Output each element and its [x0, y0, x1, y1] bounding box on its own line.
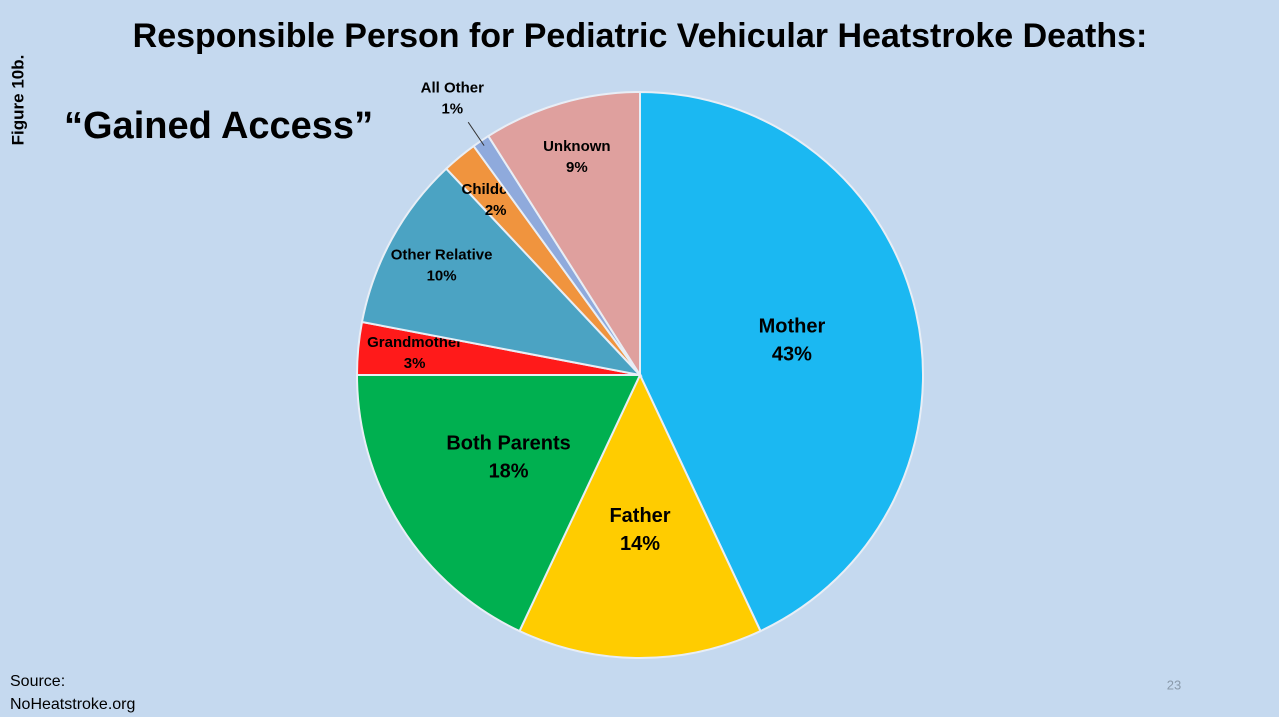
source-text: NoHeatstroke.org — [10, 696, 135, 713]
pie-slice — [639, 90, 924, 633]
pie-slice — [355, 374, 642, 633]
slice-category-label: Father — [609, 505, 670, 527]
chart-title: Responsible Person for Pediatric Vehicul… — [133, 17, 1148, 55]
figure-label: Figure 10b. — [8, 55, 27, 146]
slice-category-label: Grandmother — [367, 334, 462, 351]
chart-subtitle: “Gained Access” — [64, 105, 373, 147]
pie-slice — [486, 90, 641, 379]
slice-category-label: Both Parents — [446, 433, 570, 455]
leader-line — [467, 121, 485, 146]
slice-value-label: 10% — [427, 267, 457, 284]
slice-value-label: 43% — [772, 343, 812, 365]
source-label: Source: — [10, 673, 65, 690]
page-number: 23 — [1167, 677, 1181, 692]
slice-value-label: 2% — [485, 202, 507, 219]
slice-category-label: Unknown — [543, 138, 611, 155]
slice-value-label: 3% — [404, 355, 426, 372]
slice-category-label: All Other — [421, 79, 485, 96]
slice-value-label: 14% — [620, 533, 660, 555]
slice-category-label: Mother — [759, 315, 826, 337]
slice-category-label: Other Relative — [391, 246, 493, 263]
slice-value-label: 9% — [566, 159, 588, 176]
pie: Mother 43% Father 14% Both Parents 18% Grandmo… — [355, 79, 924, 659]
pie-slice — [518, 372, 762, 659]
pie-slice — [360, 167, 643, 377]
slice-value-label: 18% — [489, 461, 529, 483]
slice-value-label: 1% — [441, 100, 463, 117]
